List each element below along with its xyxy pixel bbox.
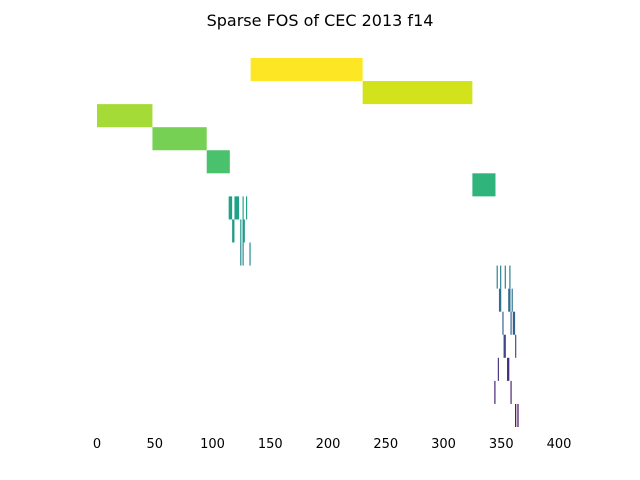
x-tick-label-250: 250 bbox=[373, 437, 398, 452]
heatmap-cells bbox=[97, 58, 519, 427]
x-tick-label-0: 0 bbox=[93, 437, 101, 452]
heatmap-cell-row-10-seg-0 bbox=[498, 288, 502, 312]
heatmap-cell-row-9-seg-2 bbox=[504, 265, 506, 289]
heatmap-cell-row-12-seg-1 bbox=[515, 334, 517, 358]
heatmap-cell-row-6-seg-0 bbox=[228, 196, 233, 220]
x-tick-label-300: 300 bbox=[431, 437, 456, 452]
heatmap-cell-row-9-seg-0 bbox=[496, 265, 498, 289]
heatmap-cell-row-4-seg-0 bbox=[206, 150, 230, 174]
heatmap-cell-row-9-seg-3 bbox=[509, 265, 511, 289]
heatmap-cell-row-13-seg-0 bbox=[497, 357, 499, 381]
heatmap-cell-row-8-seg-2 bbox=[249, 242, 251, 266]
heatmap-cell-row-6-seg-3 bbox=[246, 196, 248, 220]
heatmap-cell-row-13-seg-1 bbox=[507, 357, 510, 381]
heatmap-cell-row-11-seg-0 bbox=[502, 311, 504, 335]
heatmap-cell-row-6-seg-1 bbox=[234, 196, 240, 220]
x-tick-label-350: 350 bbox=[489, 437, 514, 452]
heatmap-cell-row-7-seg-0 bbox=[232, 219, 235, 243]
heatmap-cell-row-14-seg-1 bbox=[510, 380, 512, 404]
heatmap-cell-row-10-seg-1 bbox=[508, 288, 511, 312]
x-tick-label-200: 200 bbox=[316, 437, 341, 452]
heatmap-cell-row-2-seg-0 bbox=[97, 104, 153, 128]
heatmap-cell-row-1-seg-0 bbox=[362, 81, 473, 105]
heatmap-cell-row-10-seg-2 bbox=[511, 288, 513, 312]
heatmap-cell-row-8-seg-0 bbox=[240, 242, 242, 266]
x-tick-label-150: 150 bbox=[258, 437, 283, 452]
heatmap-cell-row-9-seg-1 bbox=[500, 265, 502, 289]
x-tick-label-50: 50 bbox=[146, 437, 163, 452]
heatmap-cell-row-11-seg-2 bbox=[512, 311, 516, 335]
heatmap-cell-row-7-seg-2 bbox=[242, 219, 245, 243]
heatmap-cell-row-11-seg-1 bbox=[510, 311, 512, 335]
heatmap-cell-row-8-seg-1 bbox=[242, 242, 244, 266]
chart-title: Sparse FOS of CEC 2013 f14 bbox=[206, 11, 434, 30]
heatmap-cell-row-15-seg-0 bbox=[515, 403, 517, 427]
heatmap-cell-row-14-seg-0 bbox=[494, 380, 496, 404]
heatmap-cell-row-6-seg-2 bbox=[242, 196, 244, 220]
heatmap-cell-row-0-seg-0 bbox=[250, 58, 363, 82]
heatmap-cell-row-3-seg-0 bbox=[152, 127, 207, 151]
heatmap-cell-row-15-seg-1 bbox=[517, 403, 519, 427]
x-axis-ticks: 0 50 100 150 200 250 300 350 400 bbox=[93, 437, 572, 452]
heatmap-cell-row-5-seg-0 bbox=[472, 173, 496, 197]
x-tick-label-100: 100 bbox=[200, 437, 225, 452]
heatmap-cell-row-12-seg-0 bbox=[503, 334, 506, 358]
x-tick-label-400: 400 bbox=[547, 437, 572, 452]
heatmap-cell-row-7-seg-1 bbox=[240, 219, 242, 243]
